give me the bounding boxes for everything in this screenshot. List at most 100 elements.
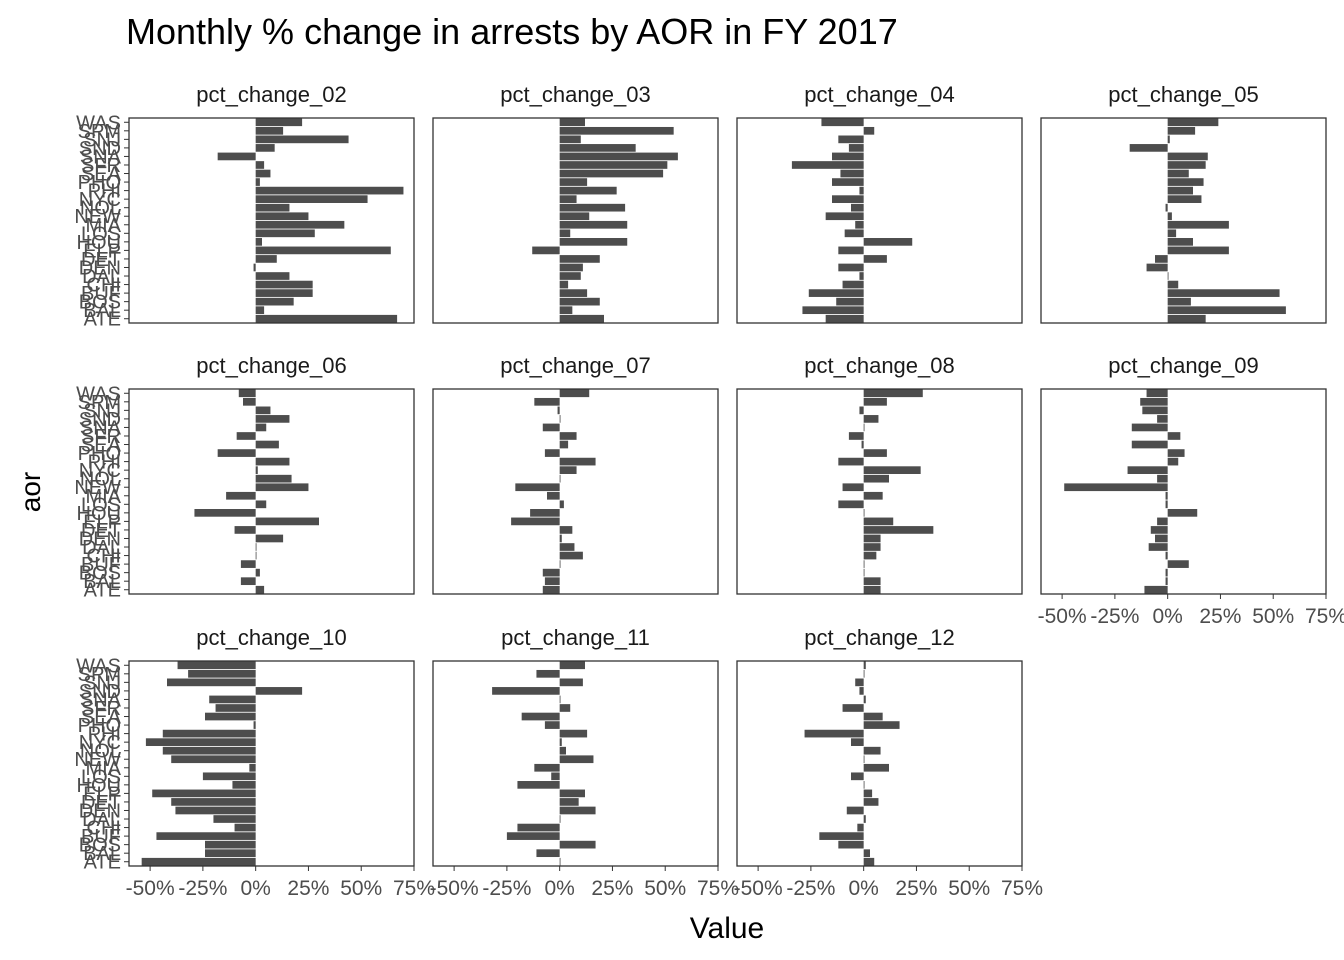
y-tick-label: NYC	[79, 732, 121, 754]
bar-spm: SPM: -32%	[188, 669, 256, 678]
bar-ate: ATE: 21%	[559, 314, 604, 323]
bar-chi: CHI: 4%	[559, 280, 569, 289]
bar-los: LOS: 5%	[255, 500, 267, 509]
bar-chi: CHI: 27%	[255, 280, 313, 289]
y-tick-label: ATE	[84, 852, 121, 874]
bar-phi: PHI: 70%	[255, 186, 404, 195]
bar-sna: SNA: -15%	[832, 152, 864, 161]
bar-det: DET: 19%	[559, 255, 600, 263]
x-axis-label: Value	[690, 912, 765, 945]
bar-den: DEN: -38%	[175, 806, 256, 815]
bar-chi: CHI: 0%	[255, 551, 257, 560]
bar-sna: SNA: 19%	[1167, 152, 1208, 161]
bar-was: WAS: -37%	[177, 661, 256, 670]
bar-nyc: NYC: -19%	[1127, 466, 1168, 474]
y-tick-label: NEW	[74, 477, 121, 499]
panel-border	[432, 388, 719, 595]
facet-strip-label: pct_change_08	[804, 353, 954, 378]
bar-was: WAS: 28%	[863, 389, 923, 398]
x-tick-label: -25%	[178, 877, 227, 900]
bar-sfr: SFR: -19%	[215, 704, 256, 712]
bar-spm: SPM: -6%	[243, 397, 256, 406]
bar-nol: NOL: 3%	[559, 746, 566, 755]
bar-dal: DAL: 0%	[1167, 272, 1169, 280]
x-tick-label: -50%	[430, 877, 479, 900]
bar-nol: NOL: 16%	[255, 203, 290, 212]
bar-phi: PHI: -2%	[859, 186, 864, 195]
bar-bos: BOS: 18%	[255, 297, 294, 306]
bar-buf: BUF: -26%	[808, 289, 864, 297]
bar-phi: PHI: -28%	[804, 729, 864, 738]
y-tick-label: NOL	[80, 198, 121, 220]
bar-nyc: NYC: 1%	[255, 466, 258, 474]
bar-nyc: NYC: 16%	[1167, 195, 1202, 203]
bar-ate: ATE: 5%	[863, 857, 875, 866]
bar-nol: NOL: 8%	[863, 746, 881, 755]
y-tick-label: ELP	[83, 240, 121, 262]
x-tick-label: -50%	[126, 877, 175, 900]
bar-new: NEW: 0%	[863, 755, 865, 764]
bar-mia: MIA: -6%	[547, 491, 560, 500]
bar-sna: SNA: 0%	[863, 423, 865, 432]
x-tick-label: 50%	[1252, 605, 1294, 628]
bar-mia: MIA: -3%	[249, 763, 256, 772]
bar-chi: CHI: 6%	[863, 551, 877, 560]
bar-pho: PHO: 17%	[1167, 178, 1204, 186]
bar-pho: PHO: 8%	[1167, 449, 1185, 457]
bar-buf: BUF: 53%	[1167, 289, 1280, 297]
bar-mia: MIA: 9%	[863, 491, 883, 500]
panel-border	[1040, 117, 1327, 324]
y-tick-label: PHO	[78, 172, 121, 194]
bar-phi: PHI: -44%	[162, 729, 256, 738]
x-tick-label: 0%	[544, 877, 574, 900]
bar-sea: SEA: -1%	[861, 440, 864, 449]
y-tick-label: BOS	[79, 563, 121, 585]
bar-snd: SND: -2%	[859, 687, 864, 695]
bar-sea: SEA: -18%	[521, 712, 560, 721]
bar-den: DEN: 8%	[863, 534, 881, 543]
bar-bal: BAL: -7%	[544, 577, 560, 586]
y-tick-label: SNA	[80, 689, 122, 711]
bar-nyc: NYC: 8%	[559, 466, 577, 474]
facet-panel: pct_change_09 ATE: -11%BAL: -1%BOS: -1%BU…	[1038, 353, 1344, 628]
bar-chi: CHI: -1%	[1165, 551, 1168, 560]
bar-det: DET: 10%	[255, 255, 277, 263]
y-tick-label: PHI	[88, 724, 121, 746]
bar-hou: HOU: 32%	[559, 238, 628, 246]
y-tick-label: HOU	[77, 232, 121, 254]
bar-nol: NOL: 12%	[863, 474, 889, 483]
y-tick-label: SND	[79, 409, 121, 431]
bar-den: DEN: -6%	[1155, 534, 1168, 543]
y-tick-label: PHI	[88, 181, 121, 203]
y-tick-label: SNJ	[83, 129, 121, 151]
bar-mia: MIA: 12%	[863, 763, 889, 772]
bar-nol: NOL: -44%	[162, 746, 256, 755]
bar-sna: SNA: -18%	[217, 152, 256, 161]
bar-bos: BOS: 11%	[1167, 297, 1191, 306]
x-tick-label: 0%	[240, 877, 270, 900]
bar-ate: ATE: 18%	[1167, 314, 1206, 323]
bar-ate: ATE: 0%	[559, 857, 561, 866]
bar-det: DET: 11%	[863, 255, 887, 263]
panel-border	[432, 117, 719, 324]
bar-dal: DAL: 10%	[559, 272, 581, 280]
bar-nyc: NYC: -6%	[851, 738, 864, 746]
bar-elp: ELP: -5%	[1157, 517, 1168, 526]
bar-snd: SND: 0%	[559, 415, 561, 423]
bar-sfr: SFR: -34%	[791, 161, 864, 169]
bar-spm: SPM: 5%	[863, 126, 875, 135]
y-tick-label: LOS	[81, 223, 121, 245]
bar-det: DET: 6%	[559, 526, 573, 534]
bar-new: NEW: -49%	[1064, 483, 1168, 492]
facet-panel: pct_change_06 ATE: 4%BAL: -7%BOS: 2%BUF: …	[74, 353, 415, 602]
y-tick-label: NYC	[79, 189, 121, 211]
bar-det: DET: 33%	[863, 526, 934, 534]
bar-elp: ELP: 29%	[1167, 246, 1229, 255]
y-tick-label: CHI	[87, 275, 121, 297]
y-tick-label: SEA	[81, 707, 122, 729]
facet-panel: pct_change_10 ATE: -54%BAL: -24%BOS: -24%…	[74, 625, 435, 900]
bar-buf: BUF: -47%	[156, 832, 256, 840]
bar-pho: PHO: -18%	[217, 449, 256, 457]
bar-det: DET: -8%	[1150, 526, 1168, 534]
